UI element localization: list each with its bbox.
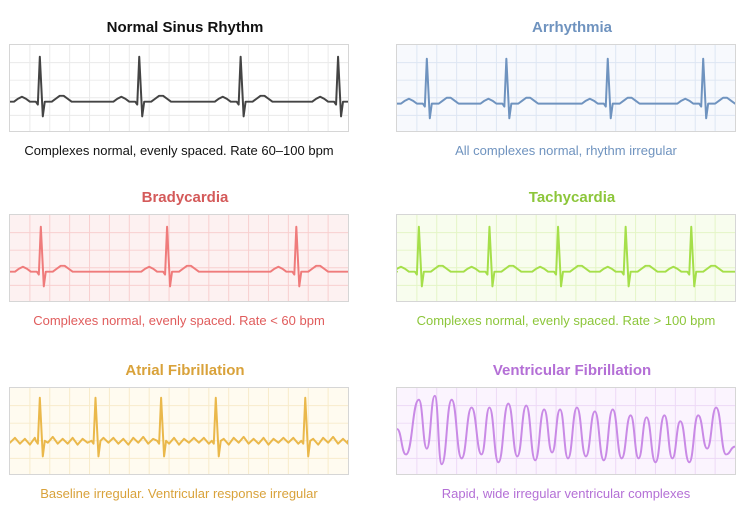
ecg-chart (10, 45, 348, 131)
ecg-trace (397, 394, 735, 466)
ecg-trace (10, 55, 348, 118)
ecg-trace (397, 57, 735, 120)
grid-lines (397, 45, 735, 131)
ecg-chart (397, 388, 735, 474)
panel-caption: Complexes normal, evenly spaced. Rate < … (33, 313, 325, 328)
ecg-trace (10, 396, 348, 458)
strip-background (10, 388, 348, 474)
ecg-chart (397, 45, 735, 131)
panel-caption: Baseline irregular. Ventricular response… (40, 486, 318, 501)
panel-title: Bradycardia (141, 189, 229, 206)
strip-background (397, 45, 735, 131)
strip-background (10, 45, 348, 131)
grid-lines (10, 215, 348, 301)
panel-title: Ventricular Fibrillation (492, 362, 652, 379)
panel-caption: Rapid, wide irregular ventricular comple… (441, 486, 691, 501)
panel-caption: Complexes normal, evenly spaced. Rate > … (416, 313, 716, 328)
panel-caption: All complexes normal, rhythm irregular (455, 143, 677, 158)
ecg-strip (396, 44, 736, 132)
grid-lines (397, 215, 735, 301)
ecg-chart (10, 388, 348, 474)
ecg-strip (396, 214, 736, 302)
strip-background (397, 215, 735, 301)
ecg-trace (10, 225, 348, 288)
ecg-chart (10, 215, 348, 301)
strip-background (10, 215, 348, 301)
ecg-strip (9, 44, 349, 132)
panel-caption: Complexes normal, evenly spaced. Rate 60… (24, 143, 334, 158)
panel-title: Arrhythmia (531, 19, 613, 36)
ecg-strip (9, 387, 349, 475)
ecg-strip (9, 214, 349, 302)
panel-title: Normal Sinus Rhythm (106, 19, 264, 36)
panel-title: Atrial Fibrillation (125, 362, 245, 379)
panel-title: Tachycardia (528, 189, 616, 206)
ecg-trace (397, 225, 735, 288)
grid-lines (10, 388, 348, 474)
ecg-strip (396, 387, 736, 475)
grid-lines (10, 45, 348, 131)
ecg-chart (397, 215, 735, 301)
